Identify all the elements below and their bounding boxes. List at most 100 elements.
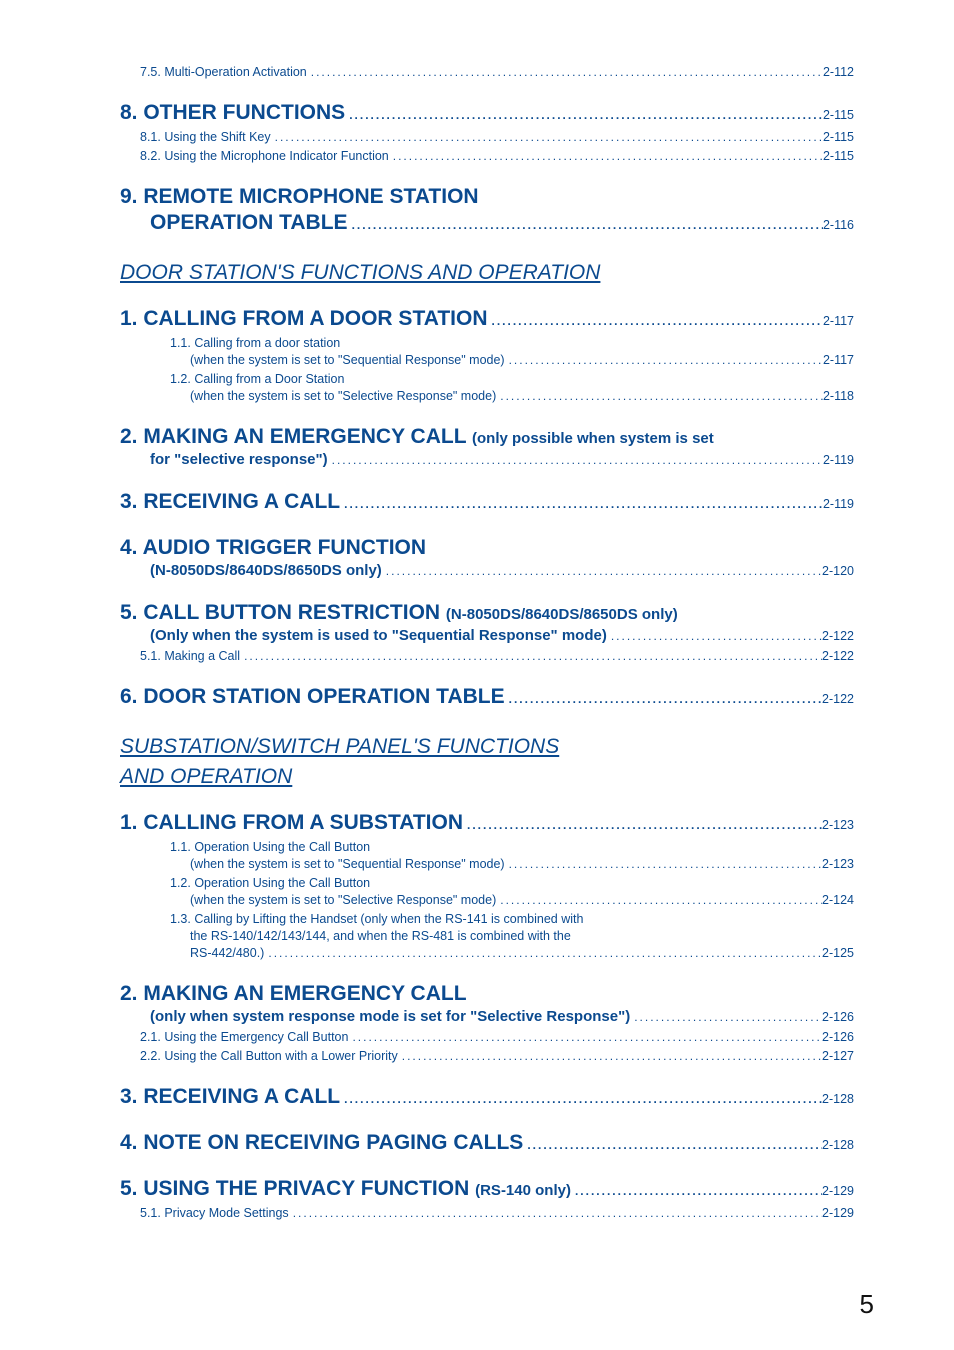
toc-page: 2-120 — [822, 564, 854, 578]
toc-heading-cont: (N-8050DS/8640DS/8650DS only) 2-120 — [150, 562, 854, 579]
toc-entry: 1.3. Calling by Lifting the Handset (onl… — [170, 912, 854, 926]
toc-heading: 2. MAKING AN EMERGENCY CALL — [120, 982, 854, 1006]
toc-label: 5.1. Privacy Mode Settings — [140, 1206, 289, 1220]
toc-heading: 8. OTHER FUNCTIONS 2-115 — [120, 101, 854, 125]
toc-heading: 2. MAKING AN EMERGENCY CALL (only possib… — [120, 425, 854, 449]
toc-entry: 1.1. Calling from a door station — [170, 336, 854, 350]
toc-leader — [348, 1030, 822, 1044]
toc-leader — [523, 1138, 822, 1152]
toc-entry: 2.1. Using the Emergency Call Button 2-1… — [140, 1030, 854, 1044]
toc-label: 4. NOTE ON RECEIVING PAGING CALLS — [120, 1131, 523, 1155]
toc-leader — [289, 1206, 822, 1220]
toc-label: 8. OTHER FUNCTIONS — [120, 101, 345, 125]
toc-label: 1.2. Calling from a Door Station — [170, 372, 344, 386]
toc-heading-cont: OPERATION TABLE 2-116 — [150, 211, 854, 235]
toc-leader — [398, 1049, 822, 1063]
toc-entry: (when the system is set to "Selective Re… — [190, 893, 854, 907]
toc-leader — [505, 857, 822, 871]
toc-entry: the RS-140/142/143/144, and when the RS-… — [190, 929, 854, 943]
toc-page: 2-115 — [823, 149, 854, 163]
toc-page: 2-115 — [823, 130, 854, 144]
toc-section: AND OPERATION — [120, 765, 854, 789]
toc-page: 2-126 — [822, 1010, 854, 1024]
toc-entry: 1.2. Operation Using the Call Button — [170, 876, 854, 890]
toc-label: 7.5. Multi-Operation Activation — [140, 65, 307, 79]
toc-heading-cont: (Only when the system is used to "Sequen… — [150, 627, 854, 644]
toc-entry: 2.2. Using the Call Button with a Lower … — [140, 1049, 854, 1063]
toc-entry: 5.1. Making a Call 2-122 — [140, 649, 854, 663]
toc-heading: 4. AUDIO TRIGGER FUNCTION — [120, 536, 854, 560]
toc-leader — [328, 453, 823, 467]
toc-label: 3. RECEIVING A CALL — [120, 490, 340, 514]
toc-label: 6. DOOR STATION OPERATION TABLE — [120, 685, 505, 709]
toc-heading-cont: (only when system response mode is set f… — [150, 1008, 854, 1025]
toc-label: 5.1. Making a Call — [140, 649, 240, 663]
toc-page: 2-122 — [822, 692, 854, 706]
toc-leader — [496, 893, 822, 907]
toc-text: 5. USING THE PRIVACY FUNCTION — [120, 1177, 469, 1200]
toc-label: (Only when the system is used to "Sequen… — [150, 627, 607, 644]
toc-label: 8.2. Using the Microphone Indicator Func… — [140, 149, 389, 163]
toc-heading: 5. USING THE PRIVACY FUNCTION (RS-140 on… — [120, 1177, 854, 1201]
toc-label: RS-442/480.) — [190, 946, 264, 960]
toc-page: 2-125 — [822, 946, 854, 960]
toc-page: 2-128 — [822, 1138, 854, 1152]
toc-label: (only when system response mode is set f… — [150, 1008, 630, 1025]
toc-label-cont: (N-8050DS/8640DS/8650DS only) — [446, 606, 678, 623]
toc-entry: 1.1. Operation Using the Call Button — [170, 840, 854, 854]
toc-page: 2-128 — [822, 1092, 854, 1106]
toc-leader — [307, 65, 823, 79]
toc-label: 2.1. Using the Emergency Call Button — [140, 1030, 348, 1044]
toc-label: 1.1. Calling from a door station — [170, 336, 340, 350]
toc-entry: 8.1. Using the Shift Key 2-115 — [140, 130, 854, 144]
toc-page: 2-116 — [823, 218, 854, 232]
toc-leader — [340, 497, 823, 511]
toc-entry: 5.1. Privacy Mode Settings 2-129 — [140, 1206, 854, 1220]
toc-label: (when the system is set to "Selective Re… — [190, 893, 496, 907]
toc-page: 2-118 — [823, 389, 854, 403]
toc-label: 8.1. Using the Shift Key — [140, 130, 271, 144]
toc-page: 2-127 — [822, 1049, 854, 1063]
toc-heading: 9. REMOTE MICROPHONE STATION — [120, 185, 854, 209]
toc-page: 2-124 — [822, 893, 854, 907]
toc-label: 2.2. Using the Call Button with a Lower … — [140, 1049, 398, 1063]
toc-section: DOOR STATION'S FUNCTIONS AND OPERATION — [120, 261, 854, 285]
toc-label: 1.2. Operation Using the Call Button — [170, 876, 370, 890]
toc-leader — [240, 649, 822, 663]
toc-text: (only possible when system is set — [472, 430, 714, 447]
toc-label: OPERATION TABLE — [150, 211, 348, 235]
toc-page: 2-117 — [823, 353, 854, 367]
toc-entry: (when the system is set to "Sequential R… — [190, 857, 854, 871]
toc-label: 4. AUDIO TRIGGER FUNCTION — [120, 536, 426, 559]
toc-entry: 1.2. Calling from a Door Station — [170, 372, 854, 386]
toc-text: (N-8050DS/8640DS/8650DS only) — [446, 606, 678, 623]
toc-label: 3. RECEIVING A CALL — [120, 1085, 340, 1109]
toc-leader — [571, 1184, 822, 1198]
toc-page: 2-123 — [822, 818, 854, 832]
toc-label: 9. REMOTE MICROPHONE STATION — [120, 185, 479, 208]
toc-leader — [345, 108, 823, 122]
toc-label: 5. CALL BUTTON RESTRICTION — [120, 601, 440, 624]
toc-label: (when the system is set to "Sequential R… — [190, 353, 505, 367]
toc-leader — [389, 149, 823, 163]
toc-label: (N-8050DS/8640DS/8650DS only) — [150, 562, 382, 579]
toc-leader — [607, 629, 822, 643]
toc-heading: 6. DOOR STATION OPERATION TABLE 2-122 — [120, 685, 854, 709]
toc-label: 1. CALLING FROM A DOOR STATION — [120, 307, 487, 331]
toc-heading: 1. CALLING FROM A SUBSTATION 2-123 — [120, 811, 854, 835]
toc-page: 2-126 — [822, 1030, 854, 1044]
toc-leader — [505, 353, 823, 367]
toc-page: 2-119 — [823, 453, 854, 467]
toc-label: 5. USING THE PRIVACY FUNCTION (RS-140 on… — [120, 1177, 571, 1201]
toc-page: 2-115 — [823, 108, 854, 122]
toc-leader — [348, 218, 823, 232]
toc-entry: (when the system is set to "Selective Re… — [190, 389, 854, 403]
toc-entry: (when the system is set to "Sequential R… — [190, 353, 854, 367]
toc-leader — [340, 1092, 822, 1106]
toc-heading-cont: for "selective response") 2-119 — [150, 451, 854, 468]
toc-entry: 7.5. Multi-Operation Activation 2-112 — [140, 65, 854, 79]
toc-leader — [271, 130, 823, 144]
toc-label: 2. MAKING AN EMERGENCY CALL — [120, 982, 467, 1005]
toc-page: 2-122 — [822, 629, 854, 643]
toc-label: the RS-140/142/143/144, and when the RS-… — [190, 929, 571, 943]
